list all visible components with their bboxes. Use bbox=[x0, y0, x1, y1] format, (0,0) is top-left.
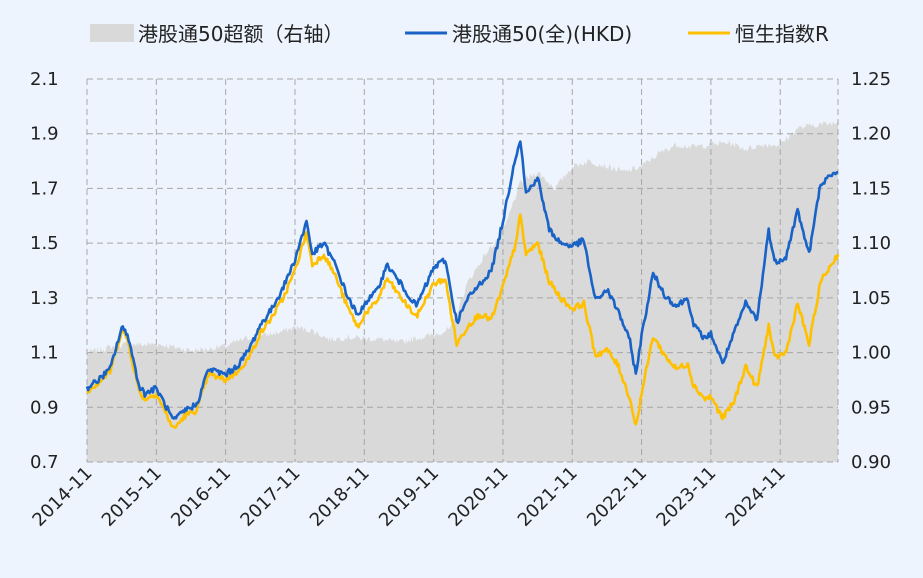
x-tick-label: 2021-11 bbox=[514, 463, 582, 531]
y-left-tick-label: 1.7 bbox=[30, 178, 59, 199]
y-right-tick-label: 1.25 bbox=[851, 69, 891, 90]
y-left-tick-label: 1.1 bbox=[30, 343, 59, 364]
x-tick-label: 2022-11 bbox=[583, 463, 651, 531]
series-area-excess bbox=[87, 121, 838, 463]
x-tick-label: 2018-11 bbox=[306, 463, 374, 531]
y-right-tick-label: 0.90 bbox=[851, 452, 891, 473]
series-line-hsi bbox=[86, 213, 840, 429]
legend-label-hsi: 恒生指数R bbox=[735, 22, 829, 46]
x-tick-label: 2020-11 bbox=[444, 463, 512, 531]
legend-label-excess: 港股通50超额（右轴） bbox=[138, 22, 343, 46]
legend-swatch-excess bbox=[90, 24, 134, 42]
y-axis-right: 0.90 0.95 1.00 1.05 1.10 1.15 1.20 1.25 bbox=[851, 69, 891, 473]
y-left-tick-label: 1.5 bbox=[30, 233, 59, 254]
x-tick-label: 2023-11 bbox=[652, 463, 720, 531]
y-axis-left: 0.7 0.9 1.1 1.3 1.5 1.7 1.9 2.1 bbox=[30, 69, 59, 473]
x-tick-label: 2019-11 bbox=[375, 463, 443, 531]
legend: 港股通50超额（右轴） 港股通50(全)(HKD) 恒生指数R bbox=[90, 22, 829, 46]
x-tick-label: 2016-11 bbox=[167, 463, 235, 531]
x-tick-label: 2017-11 bbox=[236, 463, 304, 531]
y-right-tick-label: 1.20 bbox=[851, 124, 891, 145]
series-line-hk50 bbox=[85, 140, 839, 420]
x-axis: 2014-11 2015-11 2016-11 2017-11 2018-11 2019-… bbox=[28, 463, 789, 531]
y-left-tick-label: 0.9 bbox=[30, 397, 59, 418]
y-left-tick-label: 2.1 bbox=[30, 69, 59, 90]
area-layer bbox=[87, 121, 838, 463]
y-right-tick-label: 1.15 bbox=[851, 178, 891, 199]
y-left-tick-label: 1.9 bbox=[30, 124, 59, 145]
x-tick-label: 2024-11 bbox=[722, 463, 790, 531]
y-right-tick-label: 1.05 bbox=[851, 288, 891, 309]
y-left-tick-label: 1.3 bbox=[30, 288, 59, 309]
legend-label-hk50: 港股通50(全)(HKD) bbox=[452, 22, 632, 46]
x-tick-label: 2015-11 bbox=[98, 463, 166, 531]
line-layer bbox=[85, 140, 840, 429]
y-left-tick-label: 0.7 bbox=[30, 452, 59, 473]
y-right-tick-label: 1.00 bbox=[851, 343, 891, 364]
y-right-tick-label: 1.10 bbox=[851, 233, 891, 254]
y-right-tick-label: 0.95 bbox=[851, 397, 891, 418]
